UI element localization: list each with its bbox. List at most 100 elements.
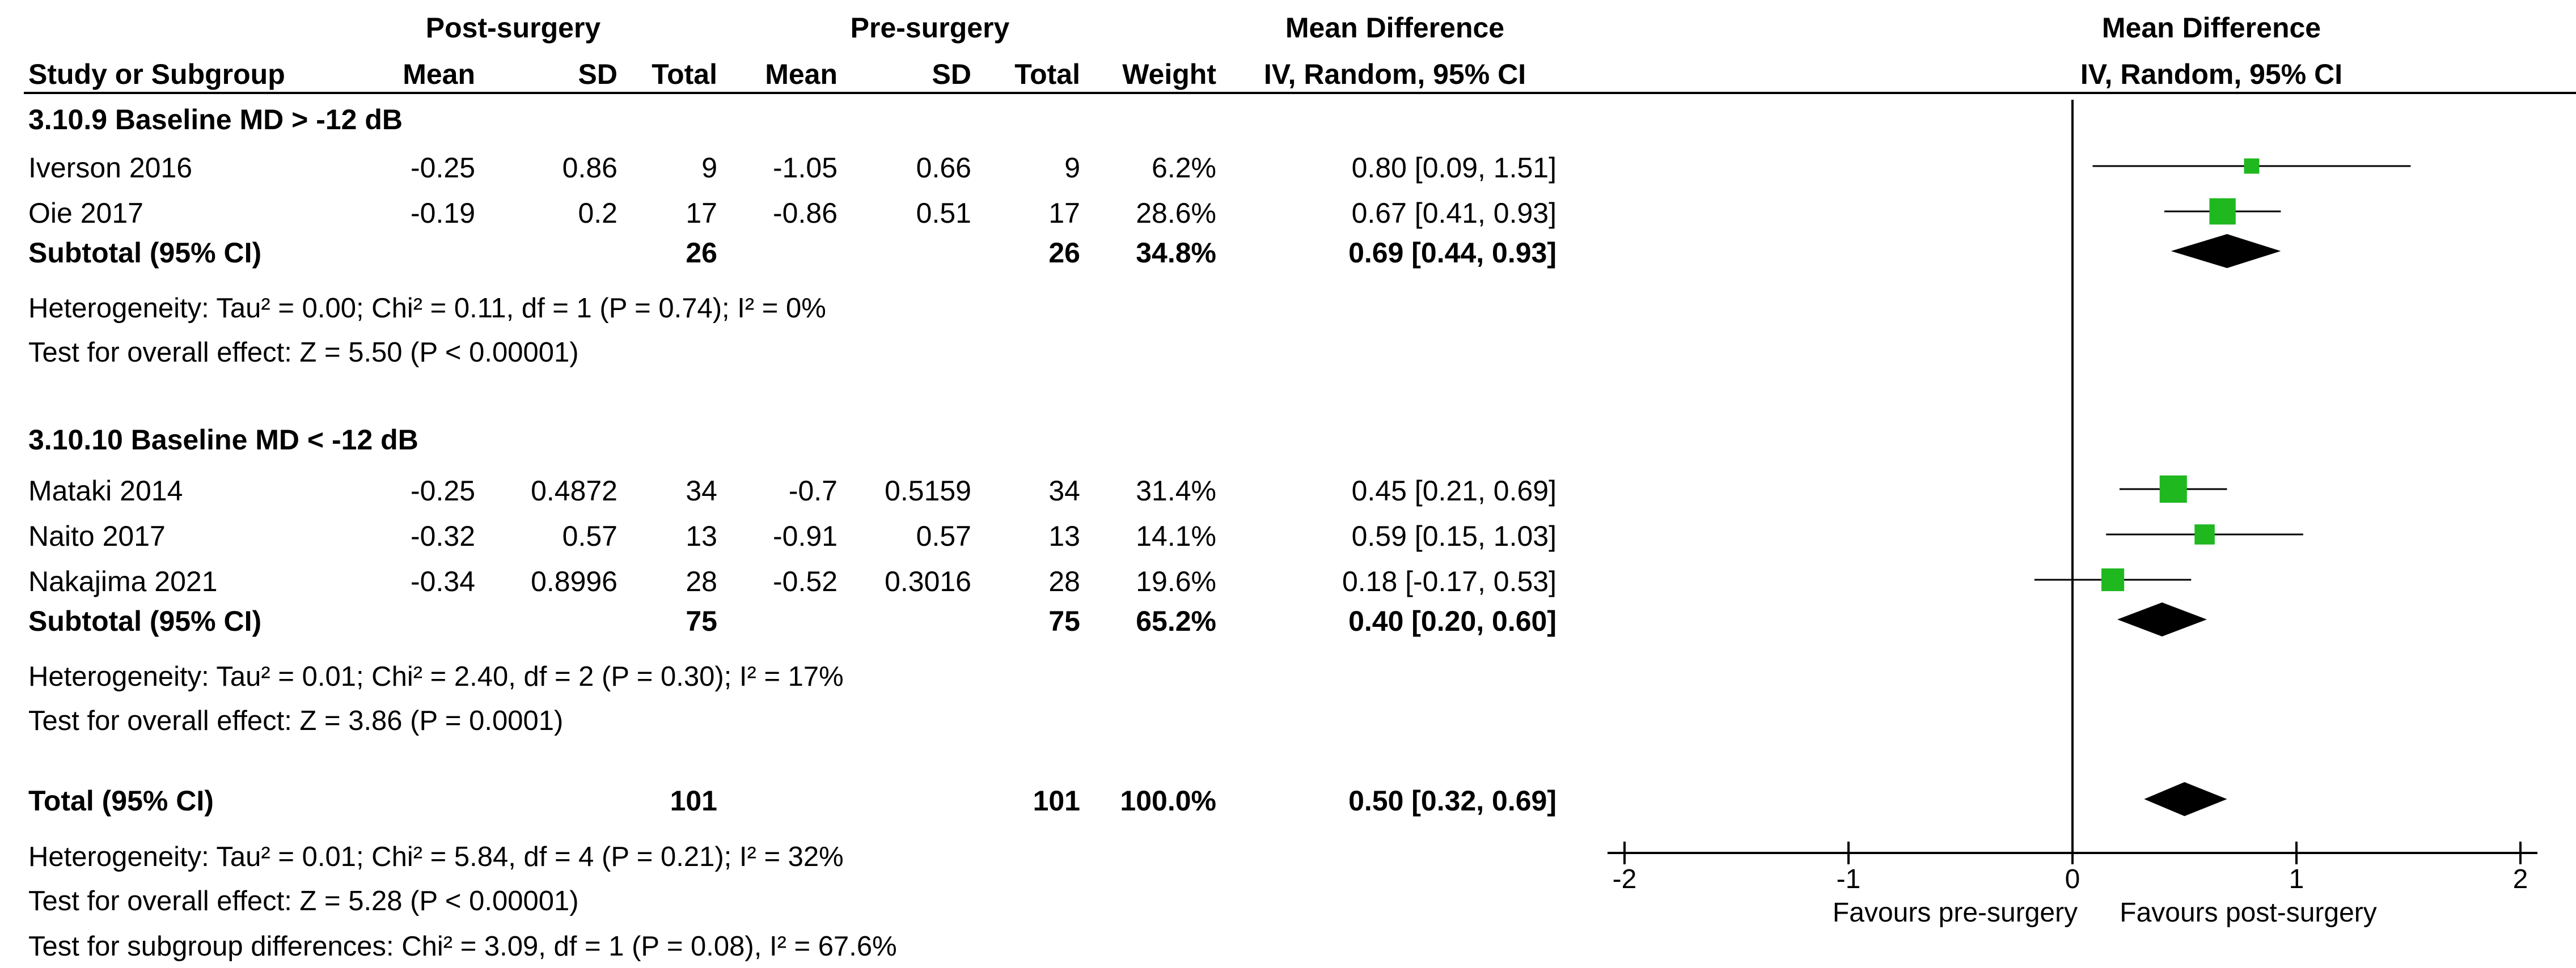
pre-mean: -0.86 xyxy=(773,197,837,229)
ci-label: 0.18 [-0.17, 0.53] xyxy=(1342,566,1556,597)
heterogeneity-text: Heterogeneity: Tau² = 0.00; Chi² = 0.11,… xyxy=(28,293,826,324)
overall-effect-text: Test for overall effect: Z = 5.50 (P < 0… xyxy=(28,337,579,368)
pre-sd: 0.51 xyxy=(916,197,971,229)
x-tick-label: -1 xyxy=(1837,864,1861,894)
favours-pre-label: Favours pre-surgery xyxy=(1833,898,2078,928)
study-marker xyxy=(2244,158,2260,174)
pre-total: 75 xyxy=(1048,605,1080,637)
pre-total: 17 xyxy=(1048,197,1080,229)
study-marker xyxy=(2209,198,2236,225)
ci-label: 0.50 [0.32, 0.69] xyxy=(1348,785,1556,817)
pre-sd: 0.5159 xyxy=(885,475,971,507)
subtotal-row: Subtotal (95% CI) 75 75 65.2% 0.40 [0.20… xyxy=(28,605,1556,637)
favours-post-label: Favours post-surgery xyxy=(2120,898,2377,928)
post-total: 17 xyxy=(686,197,717,229)
header-plot-mean-difference: Mean Difference xyxy=(2102,12,2321,44)
header-post-mean: Mean xyxy=(403,58,475,90)
header-weight: Weight xyxy=(1122,58,1216,90)
post-total: 75 xyxy=(686,605,717,637)
post-mean: -0.19 xyxy=(411,197,475,229)
study-name: Naito 2017 xyxy=(28,520,166,552)
header-post-total: Total xyxy=(652,58,717,90)
pre-total: 101 xyxy=(1033,785,1080,817)
total-overall-effect-text: Test for overall effect: Z = 5.28 (P < 0… xyxy=(28,886,579,916)
study-marker xyxy=(2194,524,2215,545)
post-mean: -0.32 xyxy=(411,520,475,552)
pre-mean: -0.91 xyxy=(773,520,837,552)
heterogeneity-text: Heterogeneity: Tau² = 0.01; Chi² = 2.40,… xyxy=(28,661,844,692)
study-name: Nakajima 2021 xyxy=(28,566,218,597)
x-tick-label: 1 xyxy=(2289,864,2304,894)
subgroup-title: 3.10.9 Baseline MD > -12 dB xyxy=(28,104,403,135)
pre-sd: 0.3016 xyxy=(885,566,971,597)
subtotal-row: Subtotal (95% CI) 26 26 34.8% 0.69 [0.44… xyxy=(28,237,1556,269)
pre-total: 9 xyxy=(1064,152,1080,184)
study-marker xyxy=(2159,475,2187,503)
subtotal-label: Subtotal (95% CI) xyxy=(28,605,261,637)
overall-effect-text: Test for overall effect: Z = 3.86 (P = 0… xyxy=(28,706,563,736)
post-total: 28 xyxy=(686,566,717,597)
ci-label: 0.69 [0.44, 0.93] xyxy=(1348,237,1556,269)
subgroup-title: 3.10.10 Baseline MD < -12 dB xyxy=(28,424,418,456)
post-total: 101 xyxy=(670,785,717,817)
post-sd: 0.4872 xyxy=(531,475,617,507)
pre-total: 26 xyxy=(1048,237,1080,269)
table-row: Naito 2017 -0.32 0.57 13 -0.91 0.57 13 1… xyxy=(28,520,1556,552)
header-pre-sd: SD xyxy=(932,58,971,90)
header-post-sd: SD xyxy=(578,58,617,90)
study-name: Mataki 2014 xyxy=(28,475,183,507)
pre-total: 13 xyxy=(1048,520,1080,552)
pooled-diamond xyxy=(2171,234,2281,268)
post-sd: 0.86 xyxy=(562,152,617,184)
pre-total: 34 xyxy=(1048,475,1080,507)
header-mean-difference: Mean Difference xyxy=(1285,12,1504,44)
post-sd: 0.8996 xyxy=(531,566,617,597)
weight: 65.2% xyxy=(1136,605,1216,637)
pre-mean: -0.52 xyxy=(773,566,837,597)
pre-mean: -0.7 xyxy=(789,475,837,507)
x-tick-label: -2 xyxy=(1613,864,1637,894)
pooled-diamond xyxy=(2144,782,2227,816)
header-plot-method: IV, Random, 95% CI xyxy=(2080,58,2342,90)
weight: 6.2% xyxy=(1152,152,1216,184)
study-marker xyxy=(2101,568,2125,592)
total-row: Total (95% CI) 101 101 100.0% 0.50 [0.32… xyxy=(28,785,1556,817)
pre-sd: 0.57 xyxy=(916,520,971,552)
post-total: 34 xyxy=(686,475,717,507)
header-pre-surgery: Pre-surgery xyxy=(851,12,1010,44)
header-pre-mean: Mean xyxy=(765,58,837,90)
study-name: Iverson 2016 xyxy=(28,152,192,184)
post-mean: -0.25 xyxy=(411,152,475,184)
table-row: Oie 2017 -0.19 0.2 17 -0.86 0.51 17 28.6… xyxy=(28,197,1556,229)
ci-label: 0.40 [0.20, 0.60] xyxy=(1348,605,1556,637)
post-sd: 0.57 xyxy=(562,520,617,552)
study-name: Oie 2017 xyxy=(28,197,143,229)
ci-label: 0.67 [0.41, 0.93] xyxy=(1352,197,1556,229)
header-post-surgery: Post-surgery xyxy=(426,12,601,44)
weight: 19.6% xyxy=(1136,566,1216,597)
table-row: Nakajima 2021 -0.34 0.8996 28 -0.52 0.30… xyxy=(28,566,1556,597)
x-tick-label: 0 xyxy=(2065,864,2080,894)
ci-label: 0.59 [0.15, 1.03] xyxy=(1352,520,1556,552)
ci-label: 0.80 [0.09, 1.51] xyxy=(1352,152,1556,184)
plot-area: -2 -1 0 1 2 xyxy=(1608,100,2537,894)
x-tick-label: 2 xyxy=(2513,864,2528,894)
header-pre-total: Total xyxy=(1014,58,1080,90)
pre-total: 28 xyxy=(1048,566,1080,597)
pre-sd: 0.66 xyxy=(916,152,971,184)
weight: 14.1% xyxy=(1136,520,1216,552)
pooled-diamond xyxy=(2117,602,2207,636)
weight: 31.4% xyxy=(1136,475,1216,507)
header-md-method: IV, Random, 95% CI xyxy=(1264,58,1526,90)
subtotal-label: Subtotal (95% CI) xyxy=(28,237,261,269)
pre-mean: -1.05 xyxy=(773,152,837,184)
subgroup-differences-text: Test for subgroup differences: Chi² = 3.… xyxy=(28,931,897,962)
post-total: 9 xyxy=(701,152,717,184)
total-heterogeneity-text: Heterogeneity: Tau² = 0.01; Chi² = 5.84,… xyxy=(28,842,844,872)
weight: 28.6% xyxy=(1136,197,1216,229)
ci-label: 0.45 [0.21, 0.69] xyxy=(1352,475,1556,507)
post-total: 26 xyxy=(686,237,717,269)
table-row: Iverson 2016 -0.25 0.86 9 -1.05 0.66 9 6… xyxy=(28,152,1556,184)
table-row: Mataki 2014 -0.25 0.4872 34 -0.7 0.5159 … xyxy=(28,475,1556,507)
